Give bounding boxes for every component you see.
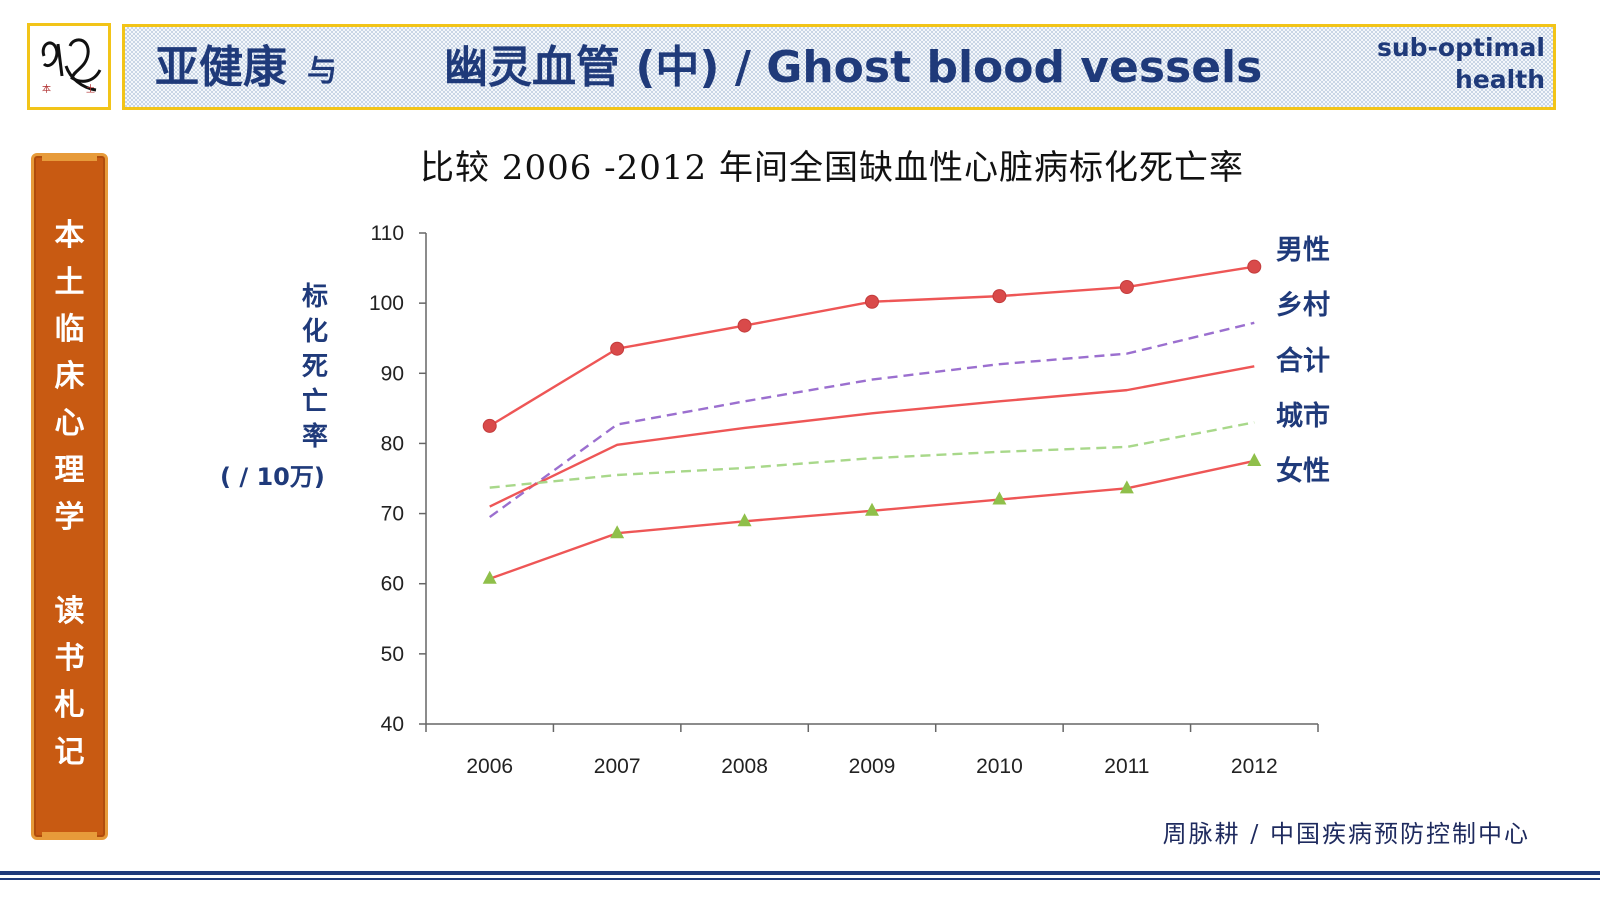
side-char-b2: 札	[54, 688, 85, 723]
y-tick-label: 90	[381, 362, 404, 385]
legend-label-2: 合计	[1276, 345, 1330, 377]
side-banner-text: 本土临床心理学读书札记	[34, 212, 105, 776]
y-tick-label: 100	[369, 292, 404, 315]
x-tick-label: 2008	[721, 755, 768, 778]
legend-label-3: 城市	[1276, 400, 1330, 432]
page-subtitle: 幽灵血管 (中) / Ghost blood vessels	[444, 42, 1263, 93]
side-char-5: 理	[54, 453, 85, 488]
side-char-3: 床	[54, 359, 85, 394]
logo: 本 土	[27, 23, 111, 110]
header-band	[122, 24, 1556, 110]
header-tag-line2: health	[1455, 65, 1545, 94]
data-point	[1247, 452, 1262, 466]
y-tick-label: 70	[381, 503, 404, 526]
data-point	[992, 491, 1007, 505]
y-axis-unit: ( / 10万)	[220, 463, 325, 491]
side-char-b0: 读	[54, 594, 85, 629]
data-point	[482, 570, 497, 584]
header-tag-line1: sub-optimal	[1376, 33, 1545, 62]
series-line-0	[489, 265, 1255, 427]
y-tick-label: 50	[381, 643, 404, 666]
data-point	[1119, 280, 1134, 295]
y-tick-label: 60	[381, 573, 404, 596]
side-char-b3: 记	[54, 735, 85, 770]
data-point	[610, 525, 625, 539]
side-char-b1: 书	[54, 641, 85, 676]
y-tick-label: 110	[371, 222, 404, 245]
series-line-3	[489, 421, 1255, 489]
y-tick-label: 80	[381, 432, 404, 455]
bottom-rule-thin	[0, 878, 1600, 880]
data-point	[1247, 259, 1262, 274]
x-tick-label: 2009	[849, 755, 896, 778]
data-point	[737, 513, 752, 527]
x-tick-label: 2007	[594, 755, 641, 778]
series-line-4	[489, 459, 1255, 580]
chart-title: 比较 2006 -2012 年间全国缺血性心脏病标化死亡率	[420, 148, 1244, 188]
data-point	[610, 341, 625, 356]
source-credit: 周脉耕 / 中国疾病预防控制中心	[1162, 820, 1530, 848]
data-point	[865, 502, 879, 516]
data-point	[1119, 480, 1134, 494]
y-label-char-4: 率	[301, 422, 328, 452]
logo-char-right: 土	[86, 83, 95, 95]
side-char-6: 学	[54, 500, 85, 535]
page-title: 亚健康	[155, 42, 287, 93]
side-char-1: 土	[54, 265, 85, 300]
bottom-rule	[0, 871, 1600, 875]
data-point	[482, 418, 497, 433]
side-char-0: 本	[54, 218, 85, 253]
x-tick-label: 2011	[1104, 755, 1149, 778]
y-label-char-3: 亡	[301, 387, 328, 417]
y-tick-label: 40	[381, 713, 404, 736]
legend-label-4: 女性	[1276, 455, 1330, 487]
x-tick-label: 2010	[976, 755, 1023, 778]
side-char-4: 心	[54, 406, 85, 441]
data-point	[737, 318, 752, 333]
y-label-char-1: 化	[301, 317, 328, 347]
data-point	[865, 294, 879, 309]
logo-char-left: 本	[42, 83, 51, 95]
header-tag: sub-optimal health	[1377, 32, 1545, 96]
side-banner: 本土临床心理学读书札记	[31, 153, 108, 840]
legend-label-0: 男性	[1276, 235, 1330, 266]
data-point	[992, 289, 1007, 304]
logo-glyph-icon: 本 土	[41, 38, 102, 95]
series-line-2	[489, 365, 1255, 508]
x-tick-label: 2012	[1231, 755, 1278, 778]
side-char-2: 临	[54, 312, 85, 347]
x-tick-label: 2006	[466, 755, 513, 778]
legend-label-1: 乡村	[1276, 290, 1330, 321]
y-axis-label: 标化死亡率	[296, 280, 334, 455]
series-line-1	[489, 321, 1255, 519]
y-label-char-0: 标	[301, 282, 328, 312]
title-connector: 与	[307, 54, 337, 89]
y-label-char-2: 死	[301, 352, 328, 382]
